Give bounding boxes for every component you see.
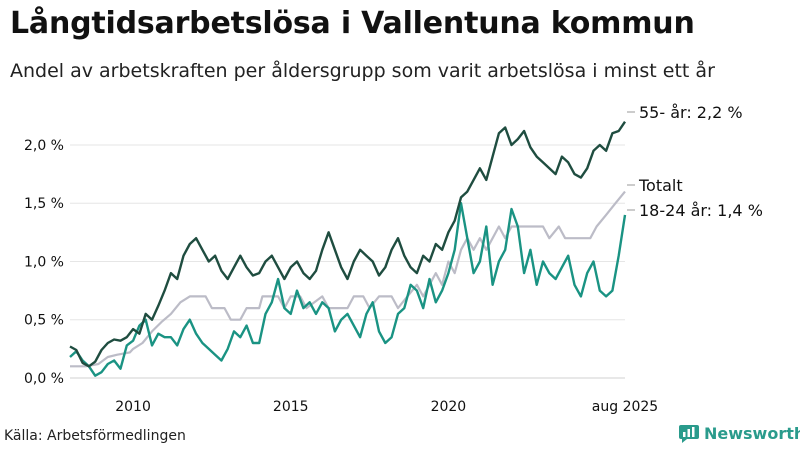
source-note: Källa: Arbetsförmedlingen — [4, 428, 186, 444]
brand-logo: Newsworthy — [679, 424, 800, 443]
y-tick-label: 0,0 % — [24, 371, 64, 387]
y-tick-label: 1,5 % — [24, 196, 64, 212]
y-tick-label: 2,0 % — [24, 138, 64, 154]
x-tick-label: 2015 — [273, 399, 309, 415]
chart-subtitle: Andel av arbetskraften per åldersgrupp s… — [10, 60, 715, 82]
end-label-age55: 55- år: 2,2 % — [639, 103, 743, 122]
end-label-total: Totalt — [638, 176, 683, 195]
chart-title: Långtidsarbetslösa i Vallentuna kommun — [10, 6, 695, 41]
brand-name: Newsworthy — [704, 424, 800, 443]
end-label-age18_24: 18-24 år: 1,4 % — [639, 201, 763, 220]
y-tick-label: 1,0 % — [24, 254, 64, 270]
x-tick-label: 2020 — [431, 399, 467, 415]
x-tick-label: 2010 — [115, 399, 151, 415]
series-line-total — [70, 190, 626, 368]
series-line-age18_24 — [69, 202, 627, 377]
newsworthy-icon — [679, 424, 699, 443]
series-line-age55 — [69, 121, 626, 368]
x-tick-label: aug 2025 — [592, 399, 658, 415]
y-tick-label: 0,5 % — [24, 313, 64, 329]
